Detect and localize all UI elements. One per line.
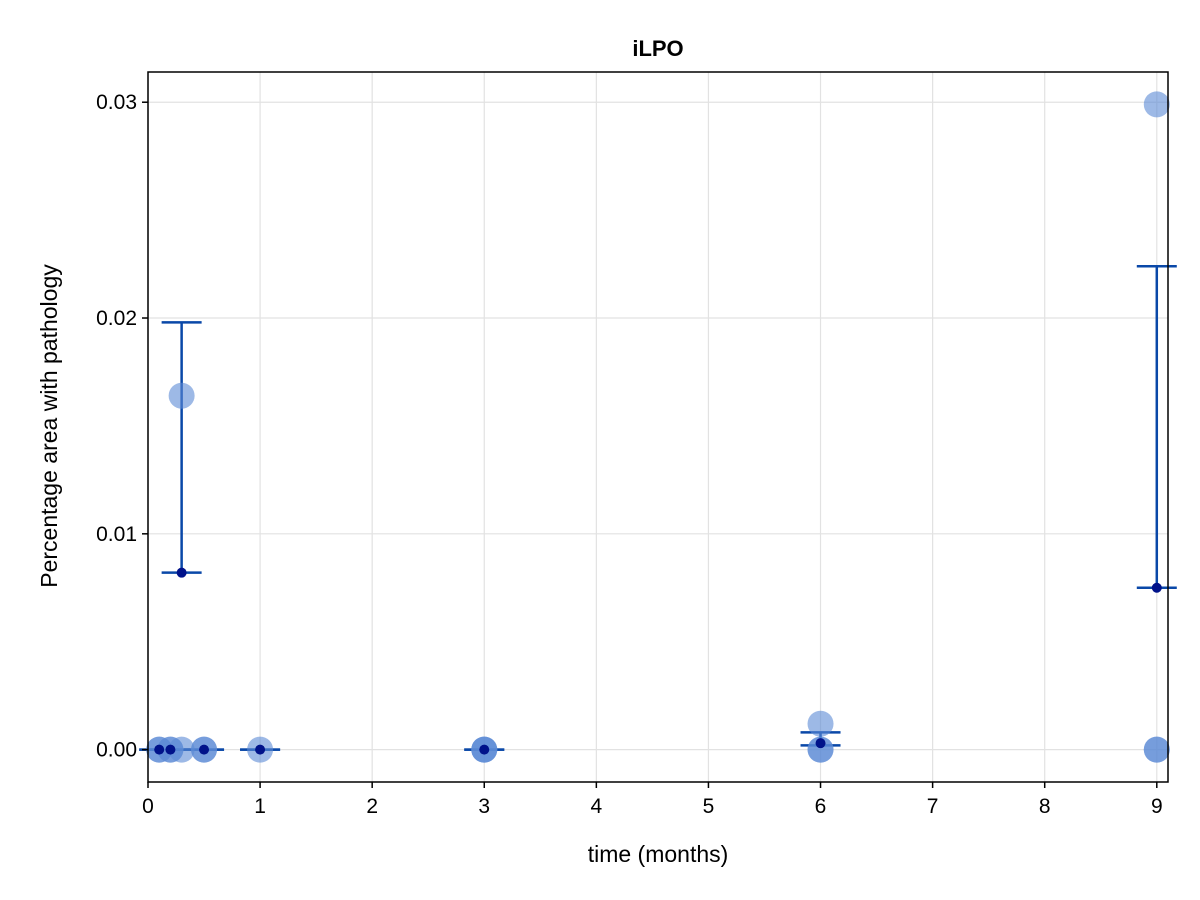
- mean-marker: [176, 567, 187, 578]
- x-tick-label: 4: [591, 795, 603, 818]
- data-point: [1143, 91, 1170, 118]
- data-point: [168, 382, 195, 409]
- x-tick-label: 9: [1151, 795, 1163, 818]
- data-point: [168, 736, 195, 763]
- mean-marker: [165, 744, 176, 755]
- x-axis-label: time (months): [588, 841, 729, 867]
- data-point: [1143, 736, 1170, 763]
- mean-marker: [154, 744, 165, 755]
- x-tick-label: 8: [1039, 795, 1051, 818]
- grid: [147, 72, 1168, 782]
- data-point: [807, 736, 834, 763]
- x-tick-label: 1: [254, 795, 266, 818]
- ticks: 0 1 2 3 4 5 6 7 8 9 0.00 0.01 0.02 0.03: [96, 91, 1163, 818]
- mean-marker: [255, 744, 266, 755]
- x-tick-label: 0: [142, 795, 154, 818]
- mean-marker: [815, 738, 826, 749]
- x-tick-label: 7: [927, 795, 939, 818]
- mean-markers: [154, 567, 1162, 755]
- plot-frame: [147, 71, 1169, 783]
- mean-marker: [199, 744, 210, 755]
- y-tick-label: 0.02: [96, 307, 137, 330]
- errorbars: [139, 264, 1177, 751]
- x-tick-label: 3: [478, 795, 490, 818]
- x-tick-label: 6: [815, 795, 827, 818]
- y-axis-label: Percentage area with pathology: [36, 264, 62, 588]
- data-points: [146, 91, 1170, 763]
- chart-title: iLPO: [632, 36, 683, 61]
- y-tick-label: 0.01: [96, 523, 137, 546]
- x-tick-label: 2: [366, 795, 378, 818]
- y-tick-label: 0.03: [96, 91, 137, 114]
- mean-marker: [479, 744, 490, 755]
- y-tick-label: 0.00: [96, 739, 137, 762]
- data-point: [807, 710, 834, 737]
- mean-marker: [1151, 582, 1162, 593]
- x-tick-label: 5: [703, 795, 715, 818]
